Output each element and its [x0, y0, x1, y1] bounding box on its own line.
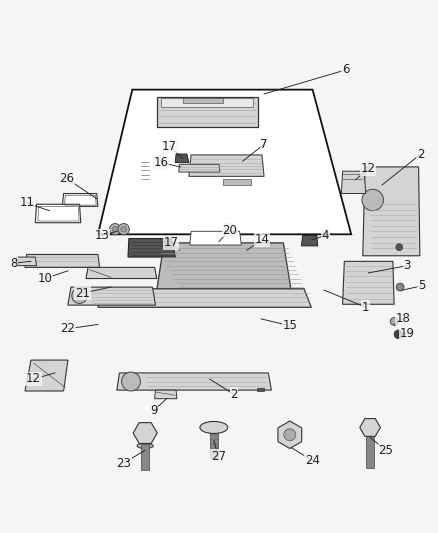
- Polygon shape: [25, 360, 68, 391]
- Polygon shape: [98, 289, 311, 308]
- Text: 17: 17: [163, 237, 178, 249]
- Circle shape: [110, 223, 121, 235]
- Polygon shape: [183, 98, 223, 103]
- Text: 13: 13: [95, 229, 110, 242]
- Polygon shape: [161, 98, 253, 107]
- Text: 1: 1: [362, 301, 370, 314]
- Polygon shape: [157, 243, 291, 290]
- Polygon shape: [175, 154, 189, 163]
- Text: 14: 14: [254, 233, 269, 246]
- Bar: [209, 427, 218, 457]
- Text: 9: 9: [150, 404, 158, 417]
- Circle shape: [396, 283, 404, 291]
- Text: 26: 26: [59, 172, 74, 185]
- Circle shape: [394, 330, 403, 338]
- Polygon shape: [86, 268, 157, 279]
- Text: 10: 10: [38, 272, 53, 285]
- Circle shape: [112, 226, 118, 232]
- Polygon shape: [341, 171, 366, 193]
- Text: 6: 6: [342, 63, 350, 76]
- Polygon shape: [117, 373, 272, 390]
- Text: 15: 15: [283, 319, 297, 332]
- Text: 19: 19: [399, 327, 414, 340]
- Circle shape: [122, 372, 141, 391]
- Text: 16: 16: [154, 156, 169, 169]
- Polygon shape: [25, 254, 100, 268]
- Polygon shape: [155, 390, 177, 399]
- Text: 27: 27: [211, 450, 226, 463]
- Text: 24: 24: [305, 454, 320, 467]
- Polygon shape: [128, 239, 175, 257]
- Text: 5: 5: [418, 279, 425, 292]
- Text: 3: 3: [403, 259, 411, 272]
- Text: 22: 22: [60, 322, 75, 335]
- Text: 12: 12: [26, 373, 41, 385]
- Circle shape: [118, 223, 129, 235]
- Circle shape: [284, 429, 296, 441]
- Polygon shape: [343, 261, 394, 304]
- Polygon shape: [363, 167, 420, 256]
- Circle shape: [362, 189, 383, 211]
- Polygon shape: [15, 257, 36, 265]
- Text: 23: 23: [116, 457, 131, 470]
- Polygon shape: [223, 179, 251, 185]
- Circle shape: [396, 244, 403, 251]
- Polygon shape: [62, 193, 98, 206]
- Polygon shape: [179, 164, 220, 172]
- Circle shape: [121, 226, 127, 232]
- Circle shape: [72, 288, 87, 303]
- Text: 17: 17: [162, 140, 177, 153]
- Bar: [141, 444, 149, 470]
- Text: 2: 2: [417, 148, 424, 160]
- Polygon shape: [35, 204, 81, 223]
- Text: 8: 8: [10, 256, 18, 270]
- Polygon shape: [68, 287, 155, 305]
- Polygon shape: [257, 387, 264, 391]
- Text: 11: 11: [19, 197, 34, 209]
- Polygon shape: [301, 236, 318, 246]
- Ellipse shape: [137, 443, 153, 448]
- Polygon shape: [190, 231, 241, 245]
- Circle shape: [390, 318, 398, 325]
- Text: 12: 12: [361, 162, 376, 175]
- Text: 2: 2: [230, 388, 238, 401]
- Text: 25: 25: [378, 443, 393, 457]
- Text: 7: 7: [260, 138, 268, 151]
- Bar: [366, 426, 374, 469]
- Text: 4: 4: [321, 229, 329, 242]
- Polygon shape: [157, 97, 258, 127]
- Text: 21: 21: [75, 287, 90, 300]
- Polygon shape: [189, 155, 264, 176]
- Text: 20: 20: [223, 223, 237, 237]
- Ellipse shape: [200, 422, 228, 433]
- Text: 18: 18: [395, 311, 410, 325]
- Polygon shape: [98, 90, 351, 235]
